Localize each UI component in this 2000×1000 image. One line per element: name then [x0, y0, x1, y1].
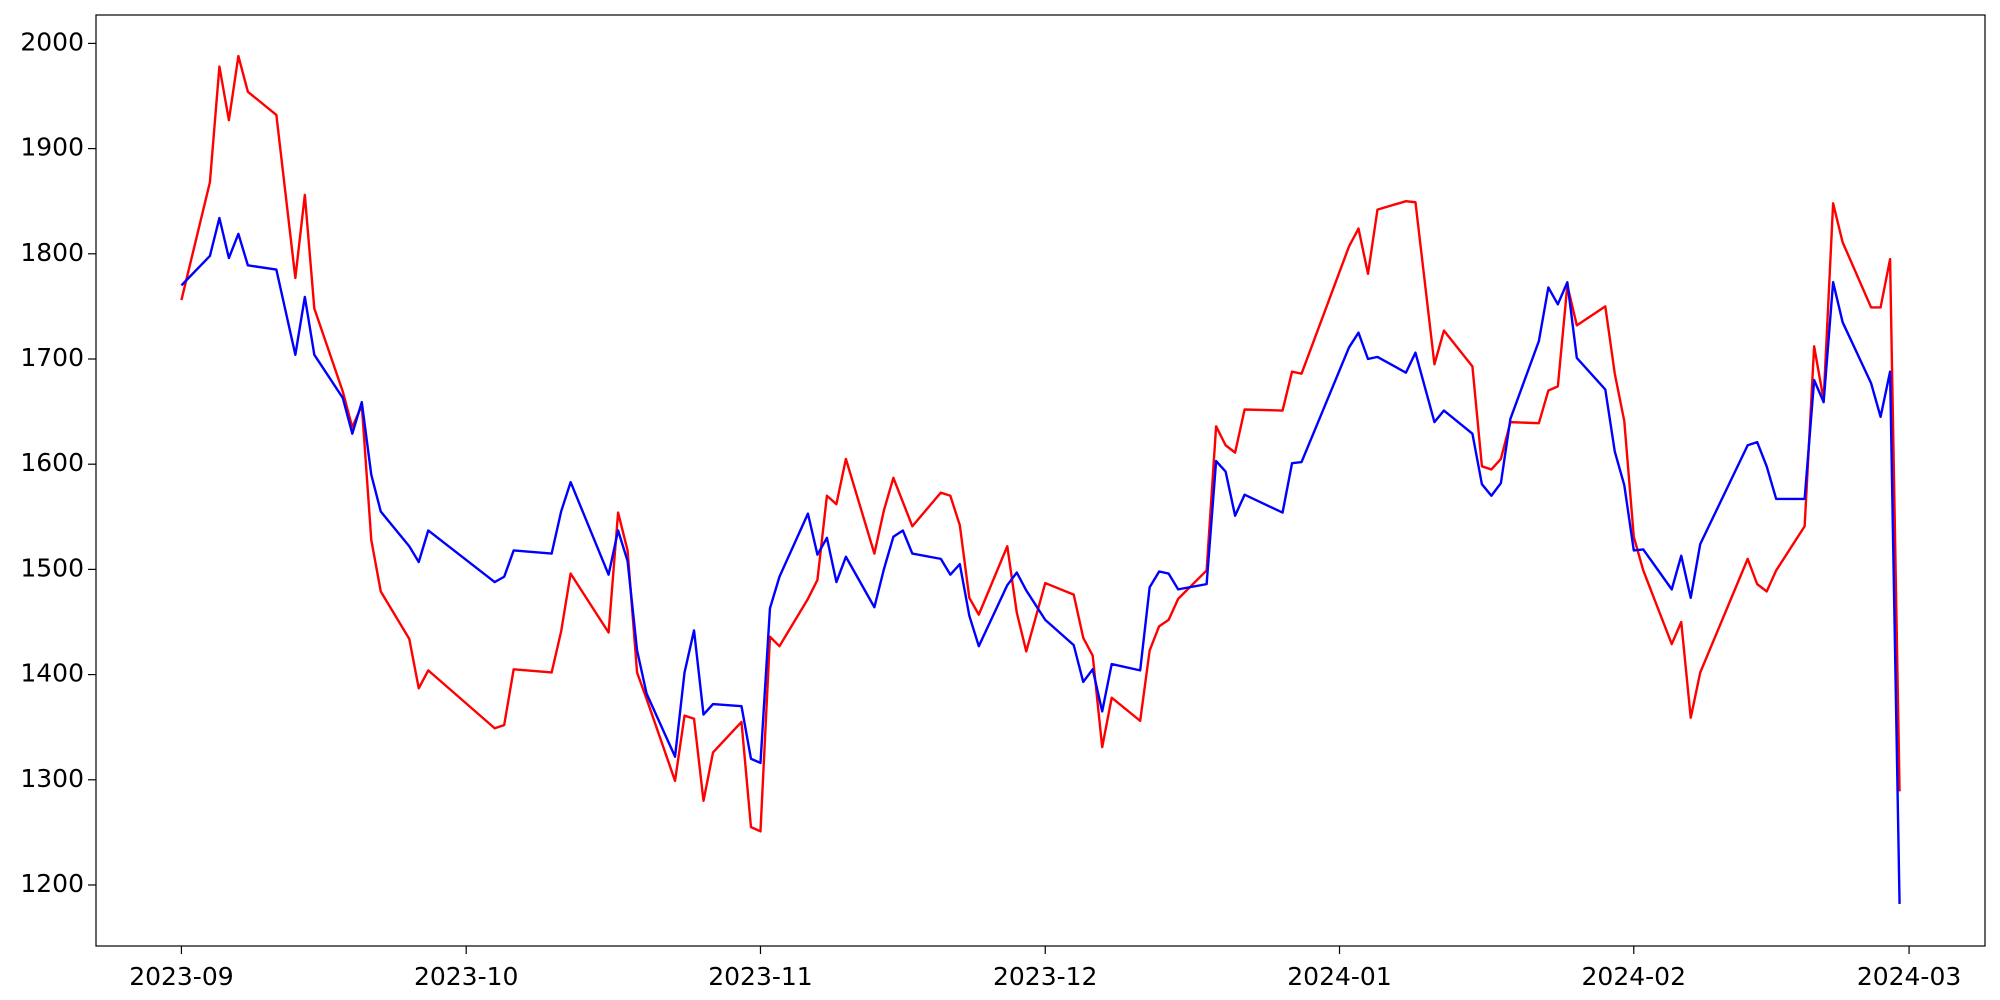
- y-tick-label: 1300: [20, 764, 84, 793]
- y-tick-label: 2000: [20, 27, 84, 56]
- plot-frame: [95, 14, 1986, 947]
- y-tick-label: 1900: [20, 133, 84, 162]
- data-line: [180, 216, 1901, 904]
- x-tick-label: 2023-12: [993, 962, 1097, 991]
- x-tick-label: 2023-09: [129, 962, 233, 991]
- y-tick-label: 1800: [20, 238, 84, 267]
- y-tick-label: 1500: [20, 553, 84, 582]
- x-tick-label: 2024-01: [1287, 962, 1391, 991]
- y-tick-label: 1700: [20, 343, 84, 372]
- data-line: [180, 54, 1901, 833]
- y-tick-label: 1400: [20, 659, 84, 688]
- y-tick-label: 1600: [20, 448, 84, 477]
- y-tick-label: 1200: [20, 869, 84, 898]
- x-tick-label: 2024-03: [1857, 962, 1961, 991]
- x-tick-label: 2024-02: [1582, 962, 1686, 991]
- x-tick-label: 2023-11: [708, 962, 812, 991]
- x-tick-label: 2023-10: [414, 962, 518, 991]
